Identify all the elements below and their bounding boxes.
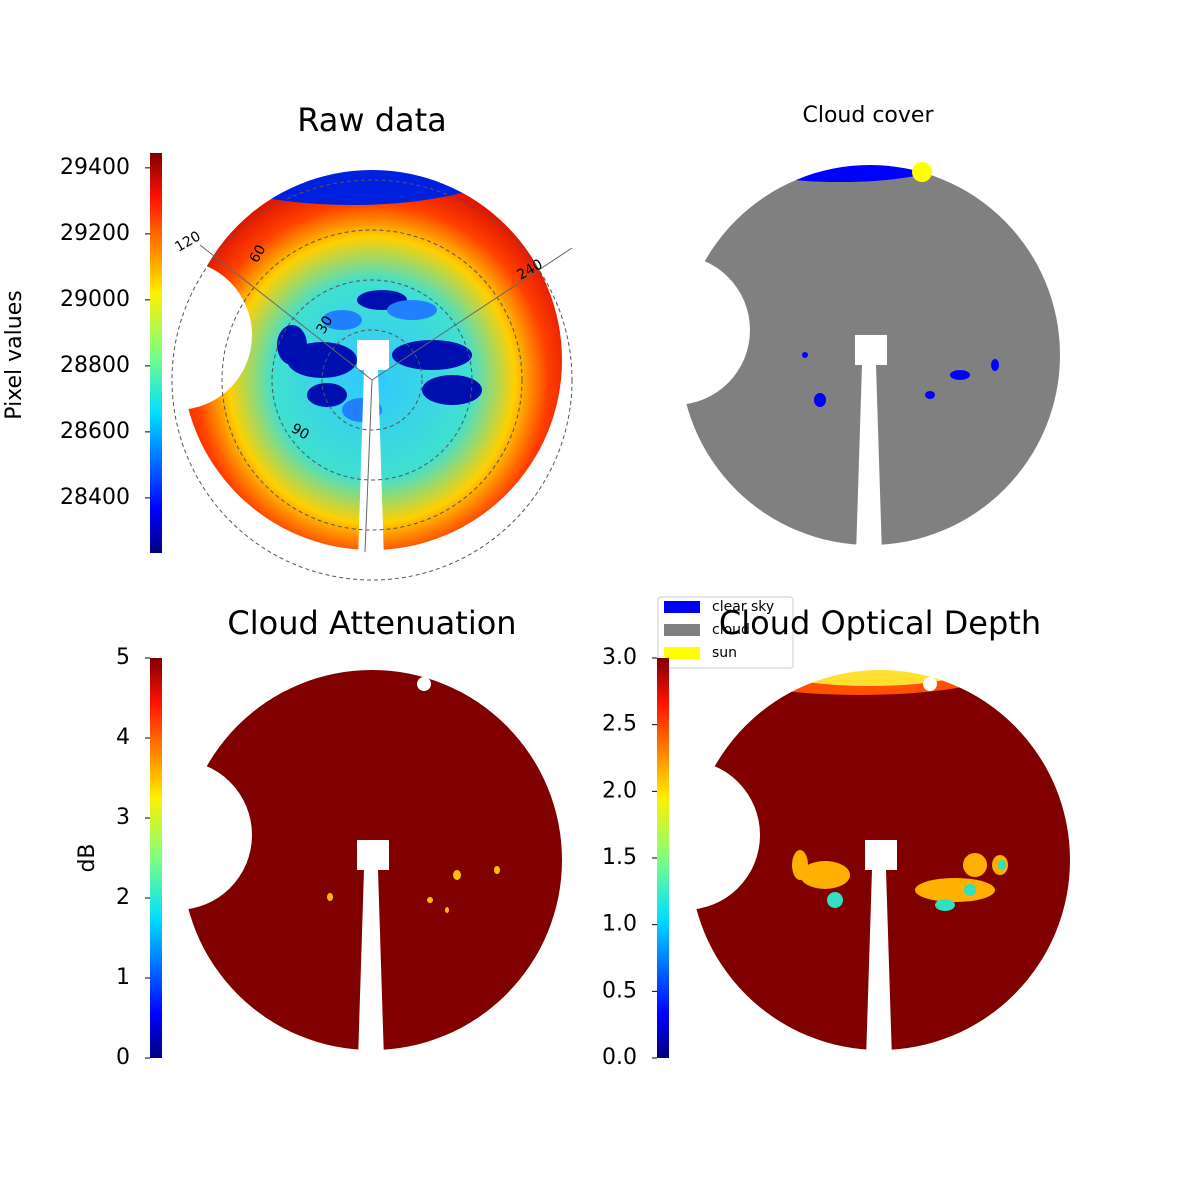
- colorbar-tick-label: 0: [116, 1045, 130, 1070]
- colorbar-tick-label: 28600: [60, 419, 130, 444]
- atten-fill: [172, 660, 572, 1060]
- colorbar-tick-label: 28400: [60, 485, 130, 510]
- blob: [991, 359, 999, 371]
- clear-top: [730, 138, 950, 182]
- sky-image: [172, 115, 572, 560]
- colorbar-tick-label: 3.0: [602, 645, 637, 670]
- raw-fill: [172, 160, 572, 560]
- blob: [802, 352, 808, 358]
- polar-axis: [199, 244, 373, 381]
- polar-axis: [371, 247, 573, 381]
- blob: [963, 853, 987, 877]
- blob: [915, 878, 995, 902]
- colorbar-tick-label: 2.5: [602, 712, 637, 737]
- top-blue: [192, 115, 512, 205]
- panel-title: Cloud Optical Depth: [719, 604, 1041, 642]
- colorbar-tick-label: 3: [116, 805, 130, 830]
- cloud-fill: [670, 155, 1070, 555]
- blob: [322, 310, 362, 330]
- legend-swatch: [664, 624, 700, 636]
- sky-image: [172, 660, 572, 1060]
- top-band-inner: [770, 650, 970, 686]
- legend-label: cloud: [712, 622, 750, 638]
- blob: [422, 375, 482, 405]
- polar-axis: [364, 379, 373, 553]
- blob: [427, 897, 433, 903]
- colorbar-tick-label: 0.0: [602, 1045, 637, 1070]
- blob: [387, 300, 437, 320]
- blob: [792, 850, 808, 880]
- sun-hole: [417, 677, 431, 691]
- polar-grid: [321, 329, 423, 431]
- sun: [912, 162, 932, 182]
- blob: [494, 866, 500, 874]
- depth-fill: [680, 660, 1080, 1060]
- blob: [277, 325, 307, 365]
- sun-hole: [923, 677, 937, 691]
- colorbar-tick-label: 1: [116, 965, 130, 990]
- panel-title: Cloud Attenuation: [227, 604, 516, 642]
- blob: [342, 398, 382, 422]
- blob: [392, 340, 472, 370]
- colorbar: [150, 658, 162, 1058]
- blob: [964, 884, 976, 896]
- blob: [327, 893, 333, 901]
- polar-label: 60: [247, 242, 270, 265]
- panel-title: Cloud cover: [803, 103, 935, 128]
- polar-label: 30: [314, 313, 337, 336]
- colorbar-tick-label: 4: [116, 725, 130, 750]
- blob: [814, 393, 826, 407]
- blob: [925, 391, 935, 399]
- blob: [307, 383, 347, 407]
- blob: [827, 892, 843, 908]
- colorbar-tick-label: 29200: [60, 221, 130, 246]
- panel-title: Raw data: [297, 101, 447, 139]
- colorbar: [657, 658, 669, 1058]
- colorbar-tick-label: 0.5: [602, 978, 637, 1003]
- sky-image: [670, 138, 1070, 555]
- polar-label: 90: [288, 421, 311, 444]
- colorbar: [150, 153, 162, 553]
- legend-label: clear sky: [712, 599, 774, 615]
- polar-grid: [271, 279, 473, 481]
- colorbar-tick-label: 2: [116, 885, 130, 910]
- polar-grid: [171, 179, 573, 581]
- colorbar-label: dB: [75, 843, 100, 872]
- legend-swatch: [664, 601, 700, 613]
- colorbar-tick-label: 1.5: [602, 845, 637, 870]
- colorbar-label: Pixel values: [2, 290, 27, 419]
- blob: [935, 899, 955, 911]
- blob: [800, 861, 850, 889]
- sky-image: [680, 635, 1080, 1060]
- blob: [453, 870, 461, 880]
- colorbar-tick-label: 1.0: [602, 912, 637, 937]
- colorbar-tick-label: 2.0: [602, 778, 637, 803]
- blob: [950, 370, 970, 380]
- colorbar-tick-label: 29000: [60, 287, 130, 312]
- legend-swatch: [664, 647, 700, 659]
- blob: [445, 907, 449, 913]
- colorbar-tick-label: 29400: [60, 155, 130, 180]
- colorbar-tick-label: 28800: [60, 353, 130, 378]
- blob: [998, 860, 1006, 870]
- polar-grid: [221, 229, 523, 531]
- colorbar-tick-label: 5: [116, 645, 130, 670]
